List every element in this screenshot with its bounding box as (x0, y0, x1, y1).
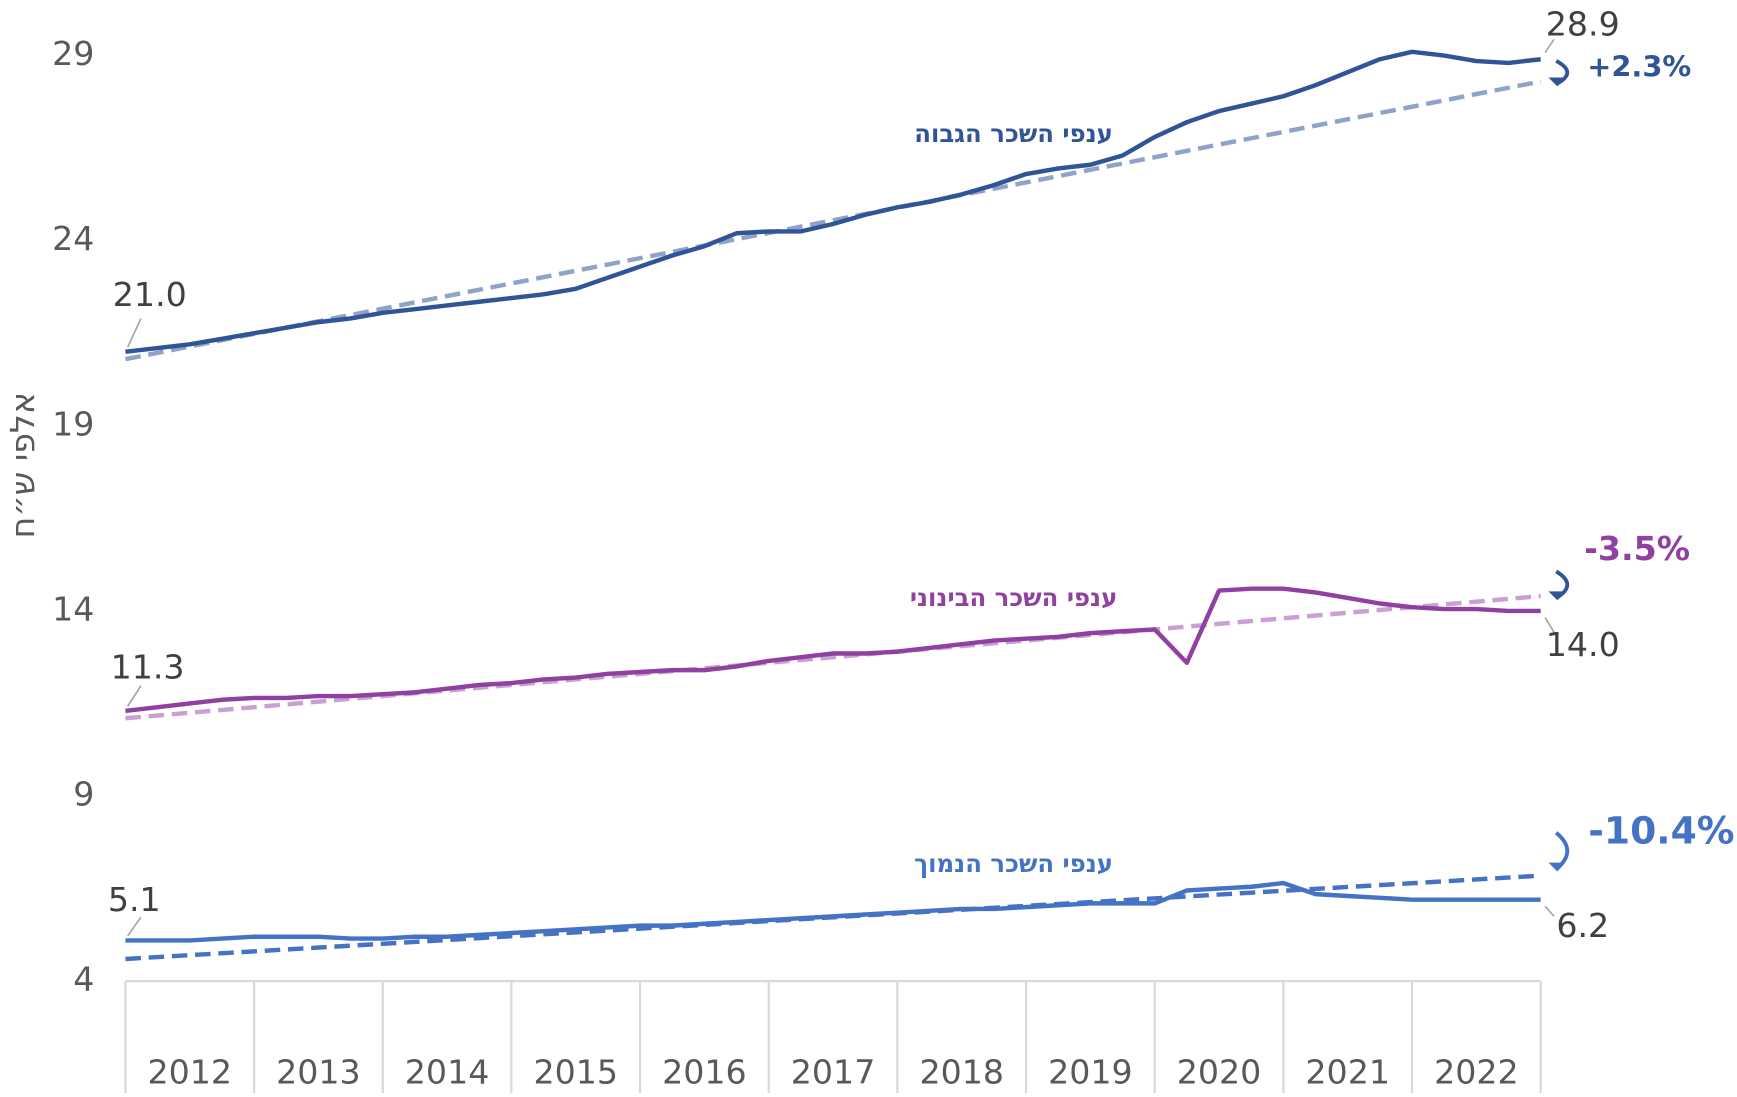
data-label: 6.2 (1556, 906, 1609, 945)
leader-line (1544, 617, 1555, 633)
y-tick-label: 29 (52, 34, 94, 73)
arrow-head (1548, 862, 1566, 872)
y-tick-label: 4 (73, 960, 94, 999)
x-tick-label: 2014 (405, 1053, 490, 1092)
x-tick-label: 2020 (1177, 1053, 1262, 1092)
series-label: ענפי השכר הגבוה (914, 119, 1113, 148)
leader-line (126, 916, 142, 937)
series-label: ענפי השכר הנמוך (914, 849, 1113, 878)
x-tick-label: 2021 (1305, 1053, 1390, 1092)
x-tick-label: 2016 (662, 1053, 747, 1092)
series-label: ענפי השכר הבינוני (910, 583, 1117, 612)
change-label: -3.5% (1584, 529, 1690, 568)
change-label: -10.4% (1588, 808, 1734, 852)
leader-line (126, 685, 142, 707)
x-tick-label: 2019 (1048, 1053, 1133, 1092)
trend-line (125, 593, 1541, 721)
y-tick-label: 24 (52, 219, 94, 258)
series-line (125, 49, 1541, 354)
arrow-head (1548, 77, 1566, 87)
data-label: 28.9 (1546, 5, 1620, 44)
leader-line (126, 318, 142, 348)
x-tick-label: 2018 (919, 1053, 1004, 1092)
data-label: 5.1 (108, 880, 161, 919)
data-label: 14.0 (1546, 625, 1620, 664)
y-tick-label: 19 (52, 404, 94, 443)
change-label: +2.3% (1587, 50, 1691, 84)
series-line (125, 586, 1541, 714)
leader-line (1544, 905, 1555, 917)
x-tick-label: 2022 (1434, 1053, 1519, 1092)
trend-line (125, 79, 1542, 362)
y-tick-label: 14 (52, 589, 94, 628)
x-tick-label: 2015 (533, 1053, 618, 1092)
data-label: 11.3 (111, 647, 185, 686)
x-tick-label: 2012 (147, 1053, 232, 1092)
y-tick-label: 9 (73, 775, 94, 814)
series-line (125, 880, 1541, 943)
data-label: 21.0 (113, 275, 187, 314)
leader-line (1544, 38, 1555, 54)
x-tick-label: 2013 (276, 1053, 361, 1092)
arrow-head (1548, 591, 1566, 601)
x-tick-label: 2017 (791, 1053, 876, 1092)
y-axis-label: אלפי ש״ח (3, 392, 42, 538)
